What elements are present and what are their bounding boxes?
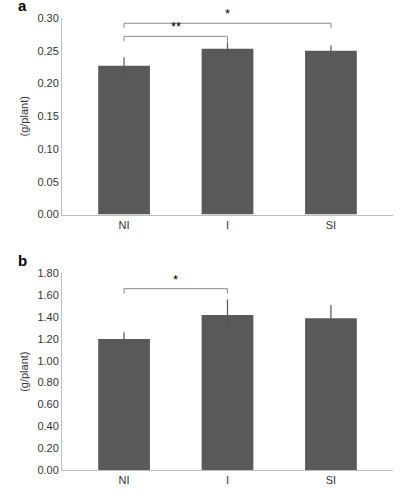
svg-text:0.20: 0.20 <box>37 442 58 454</box>
svg-text:0.20: 0.20 <box>37 77 58 89</box>
svg-text:1.60: 1.60 <box>37 289 58 301</box>
svg-text:(g/plant): (g/plant) <box>18 96 30 136</box>
svg-text:0.00: 0.00 <box>37 464 58 476</box>
svg-text:a: a <box>18 0 27 14</box>
svg-text:NI: NI <box>119 474 130 486</box>
svg-text:I: I <box>226 474 229 486</box>
svg-text:NI: NI <box>119 219 130 231</box>
svg-text:0.30: 0.30 <box>37 12 58 24</box>
svg-text:0.25: 0.25 <box>37 45 58 57</box>
svg-text:b: b <box>18 252 27 269</box>
svg-text:I: I <box>226 219 229 231</box>
svg-text:0.15: 0.15 <box>37 110 58 122</box>
svg-text:0.00: 0.00 <box>37 208 58 220</box>
svg-text:(g/plant): (g/plant) <box>18 352 30 392</box>
svg-text:1.80: 1.80 <box>37 267 58 279</box>
svg-text:1.40: 1.40 <box>37 311 58 323</box>
svg-text:0.05: 0.05 <box>37 176 58 188</box>
svg-text:SI: SI <box>326 219 336 231</box>
svg-text:**: ** <box>171 19 181 34</box>
svg-text:*: * <box>225 6 230 21</box>
svg-text:0.40: 0.40 <box>37 420 58 432</box>
svg-text:0.10: 0.10 <box>37 143 58 155</box>
svg-text:0.80: 0.80 <box>37 376 58 388</box>
svg-text:1.00: 1.00 <box>37 355 58 367</box>
svg-text:SI: SI <box>326 474 336 486</box>
svg-text:*: * <box>173 272 178 287</box>
svg-text:0.60: 0.60 <box>37 398 58 410</box>
svg-text:1.20: 1.20 <box>37 333 58 345</box>
